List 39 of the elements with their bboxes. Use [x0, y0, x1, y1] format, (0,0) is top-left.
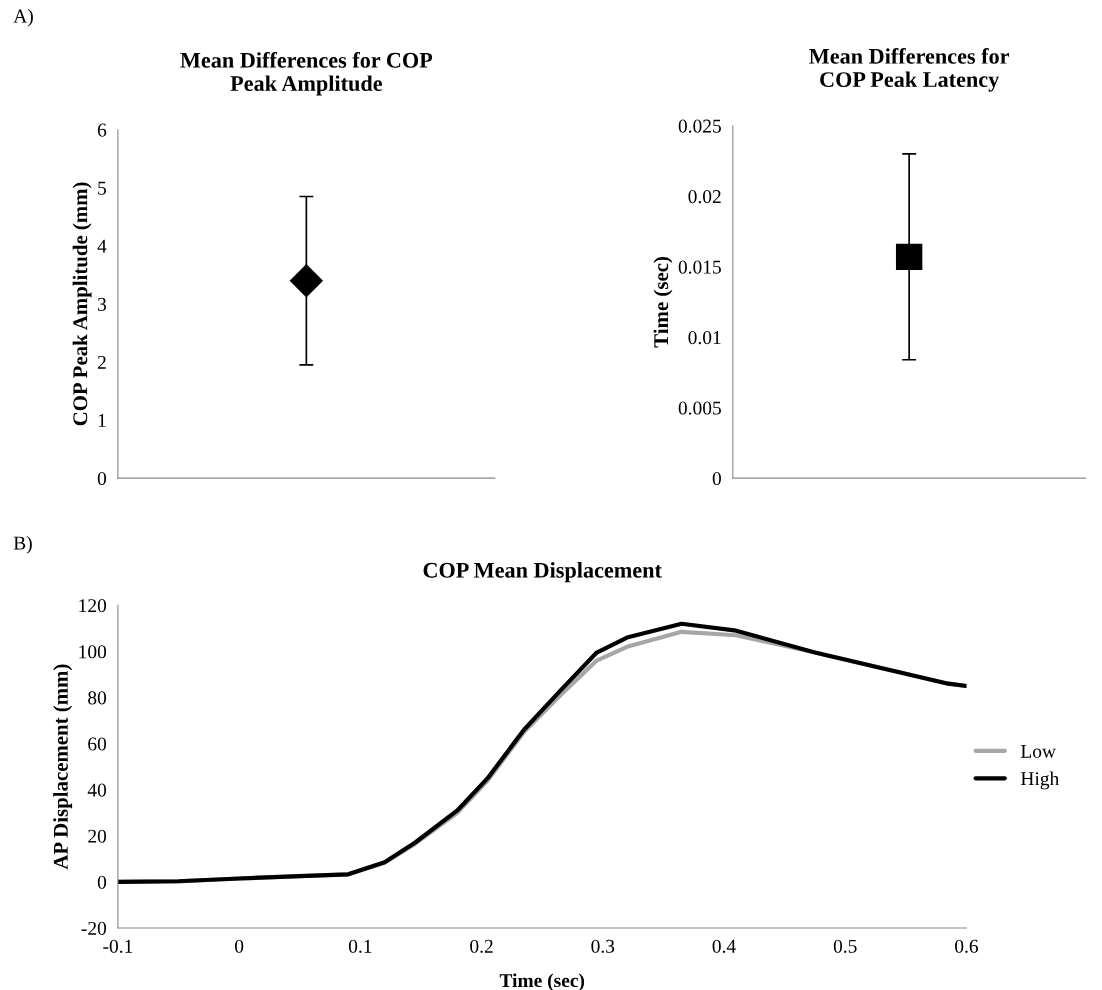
y-axis-title: Time (sec): [653, 257, 673, 348]
y-tick-label: 0.01: [688, 331, 721, 345]
chart-title: COP Mean Displacement: [423, 562, 662, 583]
y-tick-label: 1: [98, 414, 106, 427]
y-tick-label: 3: [98, 297, 107, 311]
legend-label: High: [1020, 771, 1060, 790]
x-tick-label: 0.2: [470, 939, 493, 953]
x-tick-label: 0.3: [591, 939, 615, 953]
y-tick-label: 20: [88, 829, 107, 843]
y-tick-label: 5: [98, 181, 107, 195]
x-tick-label: 0: [235, 939, 244, 953]
text: B): [13, 535, 32, 554]
y-tick-label: 0: [712, 471, 721, 486]
y-tick-label: 0.02: [688, 190, 721, 204]
y-tick-label: 6: [97, 123, 107, 137]
y-tick-label: 0.025: [678, 119, 721, 133]
legend-label: Low: [1020, 744, 1056, 758]
y-tick-label: 0: [97, 471, 107, 486]
y-tick-label: 120: [79, 599, 107, 613]
y-tick-label: 0: [97, 875, 107, 889]
y-tick-label: -20: [81, 921, 107, 935]
y-tick-label: 60: [88, 737, 107, 751]
chart-title: Mean Differences for COP Peak Amplitude: [180, 51, 433, 96]
y-tick-label: 2: [97, 355, 106, 369]
y-tick-label: 80: [88, 691, 107, 705]
y-axis-title: AP Displacement (mm): [53, 664, 73, 870]
y-tick-label: 0.015: [678, 260, 721, 274]
x-tick-label: 0.5: [833, 939, 857, 953]
x-tick-label: 0.6: [955, 939, 979, 953]
text: A): [13, 8, 33, 27]
y-tick-label: 0.005: [678, 401, 721, 415]
x-tick-label: 0.4: [712, 939, 736, 953]
y-tick-label: 100: [79, 645, 107, 659]
y-tick-label: 40: [87, 783, 107, 797]
y-tick-label: 4: [97, 239, 107, 253]
chart-title: Mean Differences for COP Peak Latency: [809, 47, 1010, 92]
x-tick-label: -0.1: [103, 939, 133, 953]
x-tick-label: 0.1: [348, 939, 372, 953]
y-axis-title: COP Peak Amplitude (mm): [72, 182, 92, 426]
